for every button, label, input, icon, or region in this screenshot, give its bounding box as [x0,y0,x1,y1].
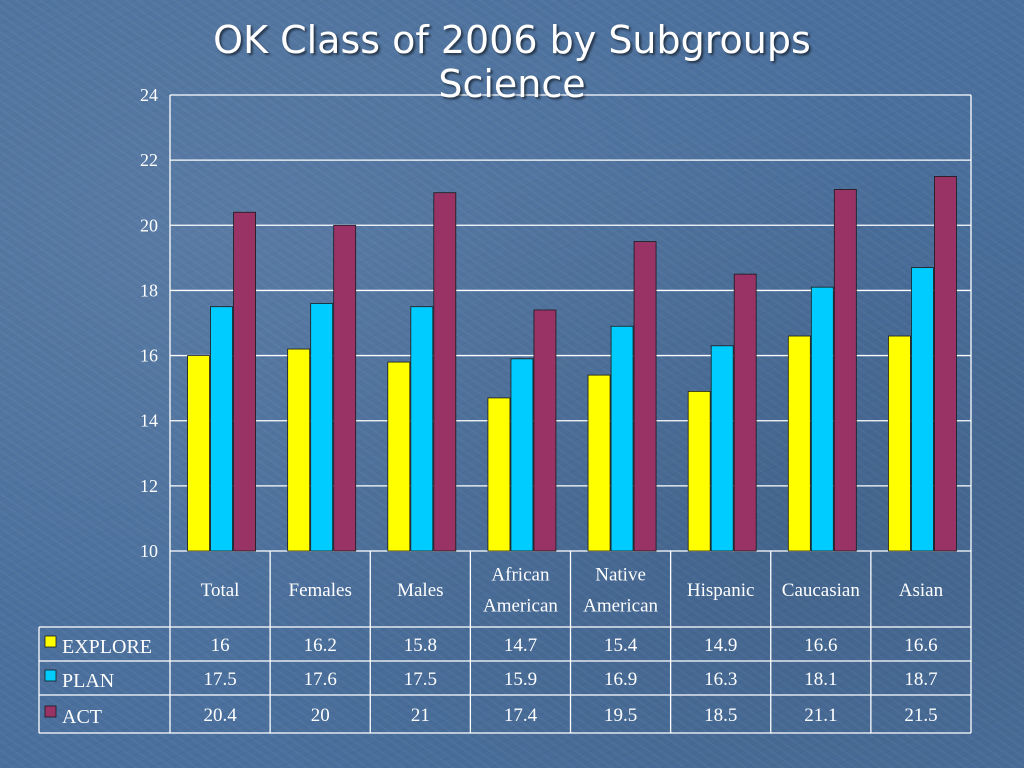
table-cell-value: 21.1 [804,705,837,726]
table-cell-value: 15.9 [504,669,537,690]
legend-swatch-explore [44,635,57,648]
table-cell-value: 16.9 [604,669,637,690]
y-tick-label: 16 [140,346,158,366]
table-cell-value: 16.2 [304,635,337,656]
y-tick-label: 12 [140,476,158,496]
title-line-2: Science [438,62,586,106]
bar-act [934,176,957,552]
bar-explore [787,335,811,552]
legend-label-act: ACT [62,706,102,728]
bar-explore [888,335,911,552]
y-tick-label: 10 [140,541,158,561]
bar-explore [487,397,511,552]
bar-act [733,273,757,552]
table-cell-value: 16.6 [804,635,837,656]
category-label: Caucasian [782,580,861,601]
table-cell-value: 15.4 [604,635,638,656]
bar-act [533,309,557,552]
table-cell-value: 18.7 [904,669,937,690]
table-cell-value: 16.3 [704,669,737,690]
legend-label-explore: EXPLORE [62,636,152,658]
bar-plan [810,286,834,552]
bar-explore [587,374,611,552]
table-cell-value: 17.6 [304,669,337,690]
table-cell-value: 18.1 [804,669,837,690]
category-label: Total [201,580,240,601]
bar-plan [610,325,634,552]
table-cell-value: 17.5 [404,669,437,690]
legend-swatch-plan [44,669,57,682]
table-cell-value: 14.9 [704,635,737,656]
legend-label-plan: PLAN [62,670,114,692]
bar-explore [687,390,711,552]
bar-explore [287,348,311,552]
table-cell-value: 20 [311,705,330,726]
y-tick-label: 24 [140,85,158,105]
bar-act [433,192,457,552]
title-line-1: OK Class of 2006 by Subgroups [213,18,811,62]
bar-plan [210,306,233,552]
table-cell-value: 17.4 [504,705,538,726]
slide-title: OK Class of 2006 by Subgroups Science [0,18,1024,106]
category-label: African [491,565,550,586]
bar-explore [187,355,210,552]
bar-plan [911,267,934,552]
legend-swatch-act [44,705,57,718]
category-label: Asian [899,580,944,601]
bar-act [633,241,657,552]
bar-act [233,211,256,552]
category-label: Males [397,580,443,601]
bar-plan [510,358,534,552]
category-label: American [583,596,658,617]
bar-plan [410,306,434,552]
table-cell-value: 21 [411,705,430,726]
table-cell-value: 16 [211,635,230,656]
table-cell-value: 14.7 [504,635,537,656]
table-cell-value: 20.4 [203,705,237,726]
table-cell-value: 16.6 [904,635,937,656]
y-tick-label: 20 [140,215,158,235]
table-cell-value: 18.5 [704,705,737,726]
table-cell-value: 21.5 [904,705,937,726]
bar-act [833,189,857,552]
table-cell-value: 17.5 [203,669,236,690]
bar-act [333,224,357,552]
bar-plan [310,303,334,552]
category-label: American [483,596,558,617]
category-label: Native [595,565,646,586]
table-cell-value: 15.8 [404,635,437,656]
bar-plan [710,345,734,552]
y-tick-label: 18 [140,280,158,300]
category-label: Females [289,580,352,601]
y-tick-label: 22 [140,150,158,170]
table-cell-value: 19.5 [604,705,637,726]
bar-explore [387,361,411,552]
category-label: Hispanic [687,580,755,601]
y-tick-label: 14 [140,411,158,431]
